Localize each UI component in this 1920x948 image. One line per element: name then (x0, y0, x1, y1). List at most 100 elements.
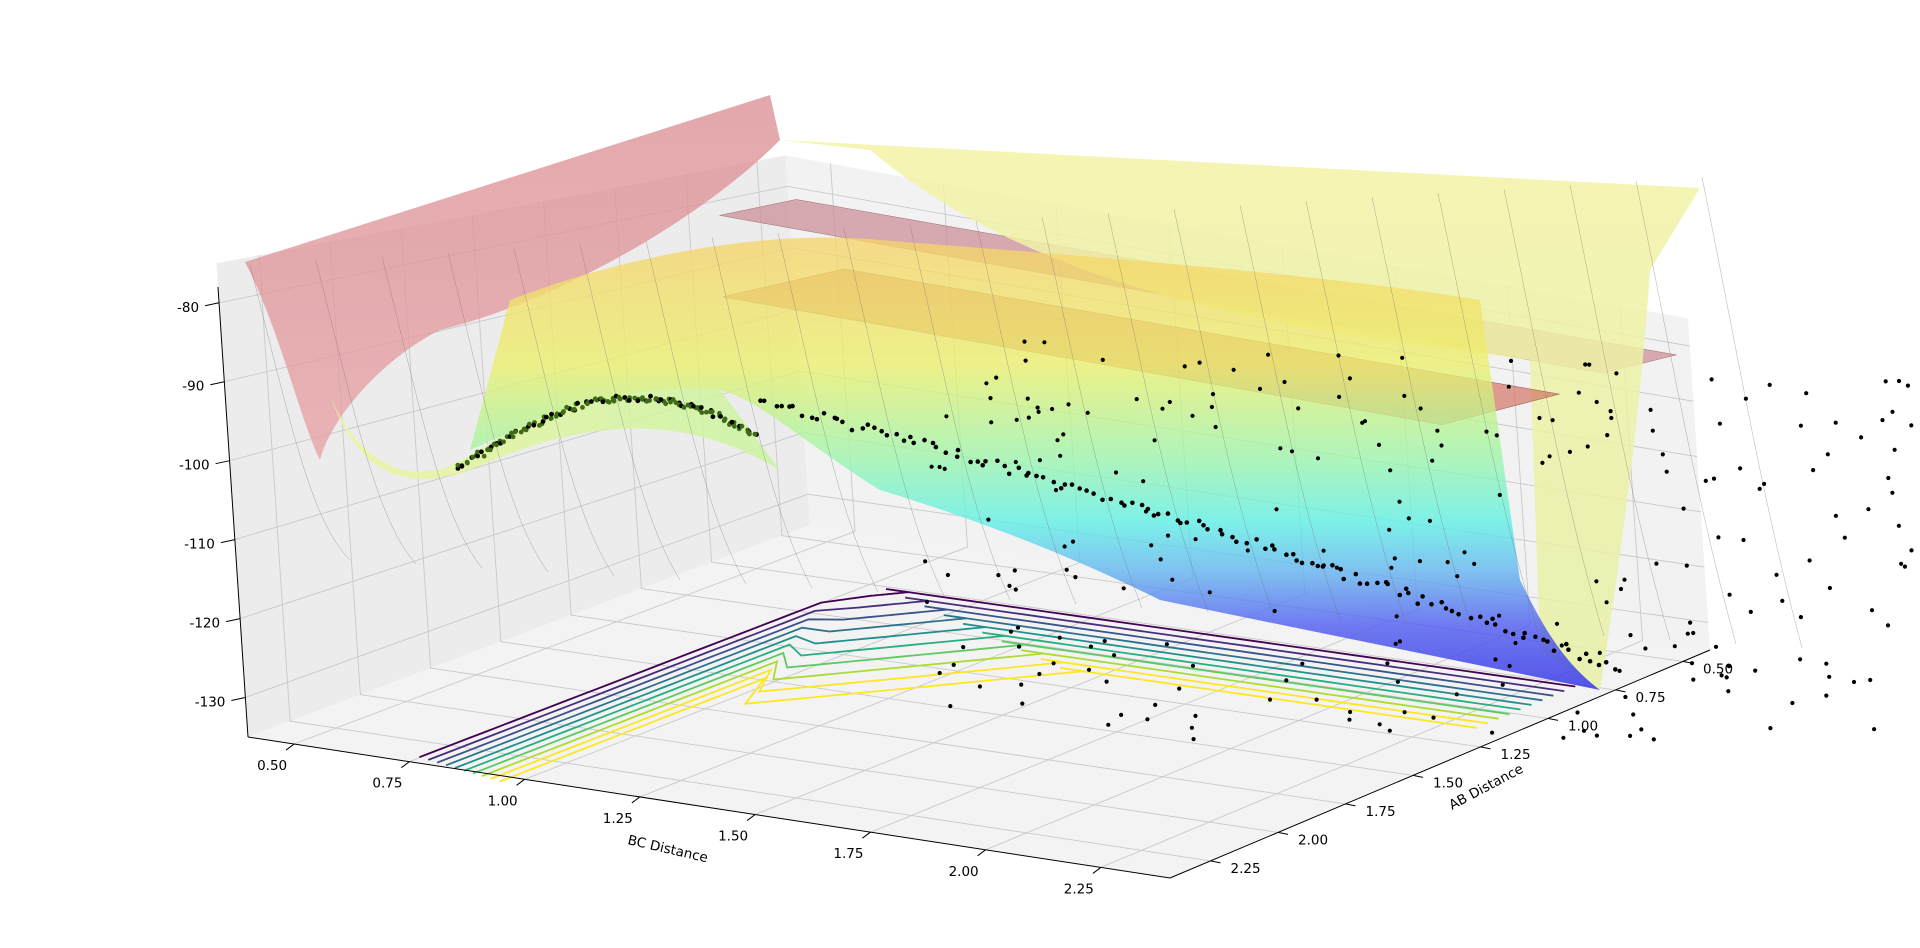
scatter-point (1664, 469, 1669, 474)
x-tick-label: 2.25 (1064, 881, 1094, 897)
scatter-point (1435, 428, 1440, 433)
mesh-line (1305, 200, 1407, 625)
scatter-point (1503, 629, 1508, 634)
scatter-point (955, 447, 961, 453)
scatter-point (575, 400, 580, 406)
scatter-point (1587, 659, 1593, 664)
scatter-point (930, 440, 936, 446)
scatter-point (1158, 557, 1163, 562)
scatter-point (1234, 539, 1239, 545)
scatter-point (937, 464, 942, 470)
scatter-point (1347, 717, 1352, 722)
scatter-point (1184, 520, 1190, 525)
scatter-point (951, 662, 956, 668)
scatter-point (1628, 733, 1633, 739)
scatter-point (1155, 511, 1161, 517)
scatter-point (648, 393, 653, 399)
scatter-point (1189, 725, 1194, 730)
scatter-point (564, 404, 569, 410)
scatter-point (1213, 424, 1218, 430)
y-axis-line (1169, 649, 1711, 879)
scatter-point (1909, 423, 1914, 428)
scatter-point (1798, 615, 1803, 620)
scatter-point (1182, 364, 1187, 369)
scatter-point (589, 399, 594, 404)
scatter-point (1026, 415, 1031, 420)
scatter-point (1053, 488, 1059, 493)
scatter-point (1108, 496, 1114, 502)
scatter-point (1880, 418, 1885, 423)
scatter-point (1023, 358, 1028, 363)
scatter-point (1547, 454, 1552, 459)
scatter-point (1387, 527, 1392, 532)
scatter-point (1267, 697, 1273, 702)
scatter-point (1833, 513, 1838, 518)
scatter-point (1681, 506, 1686, 511)
scatter-point (1672, 644, 1677, 649)
scatter-point (1284, 552, 1289, 557)
scatter-point (732, 423, 737, 429)
scatter-point (758, 398, 763, 404)
scatter-point (1376, 442, 1382, 447)
scatter-point (670, 397, 676, 402)
scatter-point (911, 440, 916, 446)
scatter-point (923, 559, 928, 564)
mesh-line (579, 244, 681, 581)
scatter-point (494, 442, 499, 448)
scatter-point (1165, 533, 1171, 538)
scatter-point (1310, 560, 1315, 566)
scatter-point (1614, 371, 1619, 376)
scatter-point (1035, 405, 1040, 410)
scatter-point (1392, 556, 1397, 561)
scatter-point (1561, 735, 1566, 740)
scatter-point (1266, 352, 1271, 357)
scatter-point (944, 414, 949, 419)
mesh-line (1635, 180, 1737, 645)
wall-left (245, 95, 780, 460)
scatter-point (1113, 470, 1119, 475)
scatter-point (1036, 409, 1041, 414)
scatter-point (809, 415, 815, 421)
scatter-point (1594, 579, 1599, 584)
scatter-point (1389, 565, 1394, 570)
contour-line (499, 667, 1477, 783)
scatter-point (512, 429, 518, 435)
scatter-point (553, 413, 559, 419)
z-tick (226, 618, 241, 623)
scatter-point (475, 449, 480, 455)
contour-line (419, 588, 1576, 759)
scatter-point (1660, 452, 1665, 457)
scatter-point (1058, 453, 1063, 458)
scatter-point (1613, 667, 1618, 672)
scatter-point (721, 418, 727, 424)
scatter-point (487, 447, 493, 453)
scatter-point (1449, 608, 1455, 614)
scatter-point (1143, 509, 1149, 514)
scatter-point (1804, 391, 1809, 396)
x-tick (401, 761, 410, 769)
scatter-point (954, 454, 960, 460)
scatter-point (937, 670, 942, 676)
scatter-point (1397, 499, 1402, 504)
scatter-point (1780, 598, 1785, 604)
scatter-point (1377, 722, 1382, 727)
scatter-point (1393, 641, 1398, 646)
scatter-point (1164, 642, 1169, 647)
scatter-point (1085, 410, 1090, 415)
scatter-point (1596, 662, 1602, 668)
scatter-point (1508, 358, 1514, 363)
mesh-line (381, 256, 483, 569)
scatter-point (1622, 577, 1627, 582)
scatter-point (540, 419, 546, 424)
axes-ticks: 0.50 0.75 1.00 1.25 1.50 1.75 2.00 2.25 0.50 0.75… (177, 300, 1733, 898)
scatter-point (1294, 558, 1299, 563)
scatter-point (647, 398, 652, 403)
y-tick (1345, 803, 1356, 807)
scatter-point (1417, 559, 1422, 564)
scatter-point (1348, 709, 1353, 715)
scatter-point (1397, 592, 1403, 598)
y-tick-label: 1.75 (1366, 804, 1396, 820)
scatter-point (1025, 396, 1030, 401)
scatter-point (1244, 540, 1250, 546)
scatter-point (617, 396, 623, 402)
